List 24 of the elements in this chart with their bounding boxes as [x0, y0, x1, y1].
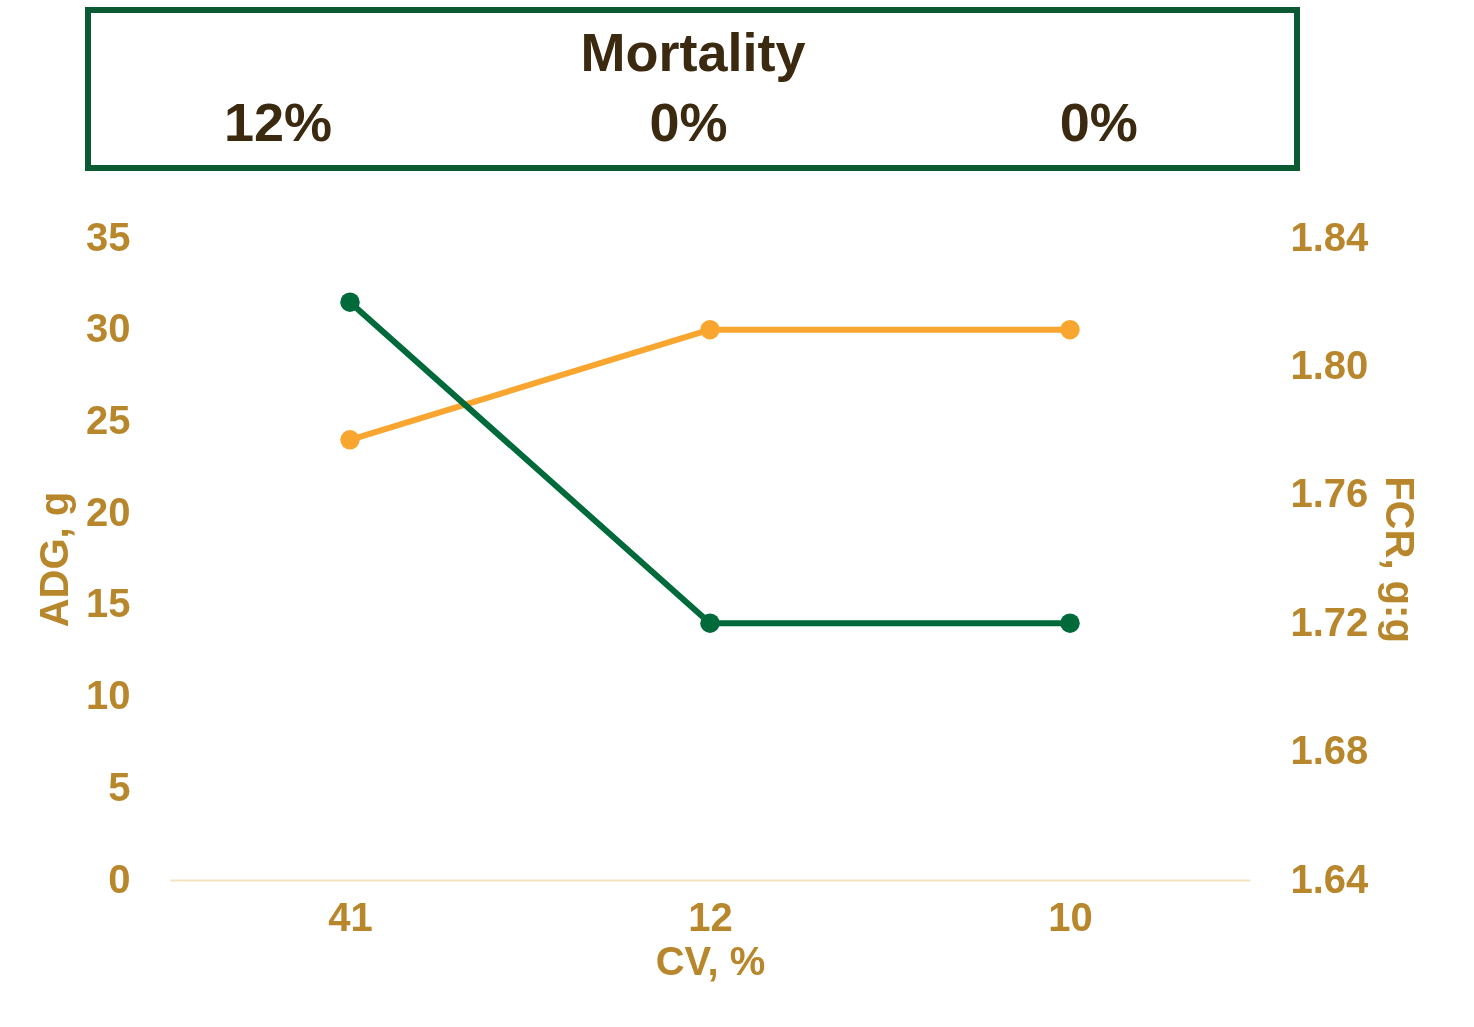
y-axis-title: ADG, g	[32, 491, 77, 628]
y2-tick-label: 1.80	[1290, 342, 1369, 387]
x-axis-title: CV, %	[655, 938, 766, 983]
y2-tick-label: 1.76	[1290, 471, 1369, 516]
y-tick-label: 30	[86, 306, 131, 351]
x-tick-label: 12	[688, 894, 733, 939]
y2-tick-label: 1.64	[1290, 856, 1370, 901]
y-tick-label: 0	[108, 856, 131, 901]
y2-axis-title: FCR, g:g	[1378, 476, 1423, 643]
text: Mortality	[580, 22, 806, 82]
x-tick-label: 41	[328, 894, 373, 939]
text: 12%	[223, 92, 333, 152]
y-tick-label: 5	[108, 764, 131, 809]
x-tick-label: 10	[1048, 894, 1093, 939]
y-tick-label: 25	[86, 397, 131, 442]
text: 0%	[649, 92, 728, 152]
y-tick-label: 35	[86, 214, 131, 259]
y-tick-label: 15	[86, 581, 131, 626]
y2-tick-label: 1.72	[1290, 599, 1369, 644]
y-tick-label: 10	[86, 673, 131, 718]
y-tick-label: 20	[86, 489, 131, 534]
text: 0%	[1059, 92, 1138, 152]
y2-tick-label: 1.68	[1290, 728, 1369, 773]
y2-tick-label: 1.84	[1290, 214, 1370, 259]
